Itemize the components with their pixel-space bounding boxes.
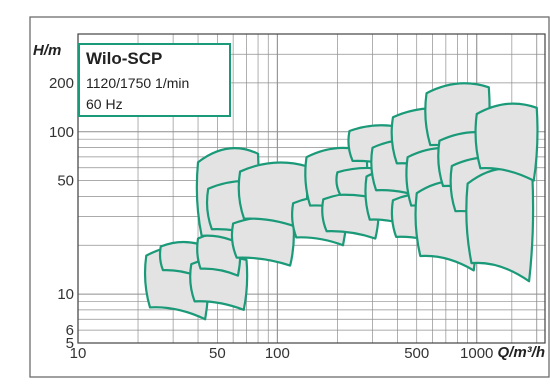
x-tick-label: 1000 [460, 345, 493, 362]
x-tick-label: 10 [70, 345, 87, 362]
y-tick-label: 50 [57, 173, 74, 190]
y-tick-labels: 56 10 50 100 200 [49, 75, 74, 352]
y-tick-label: 6 [66, 322, 74, 339]
y-tick-label: 200 [49, 75, 74, 92]
legend-frequency: 60 Hz [86, 96, 123, 112]
legend-speed: 1120/1750 1/min [86, 75, 189, 91]
y-axis-title: H/m [33, 42, 61, 59]
x-tick-label: 100 [265, 345, 290, 362]
legend-title: Wilo-SCP [86, 49, 162, 68]
x-tick-labels: 10 50 100 500 1000 [70, 345, 494, 362]
x-tick-label: 500 [404, 345, 429, 362]
legend: Wilo-SCP 1120/1750 1/min 60 Hz [78, 43, 231, 117]
x-tick-label: 50 [209, 345, 226, 362]
x-axis-title: Q/m³/h [498, 344, 546, 361]
legend-box [78, 43, 231, 117]
pump-region [474, 102, 539, 182]
y-tick-label: 100 [49, 124, 74, 141]
pump-regions [143, 82, 539, 321]
y-tick-label: 10 [57, 286, 74, 303]
y-tick-label: 5 [66, 335, 74, 352]
plot-frame [77, 33, 546, 344]
